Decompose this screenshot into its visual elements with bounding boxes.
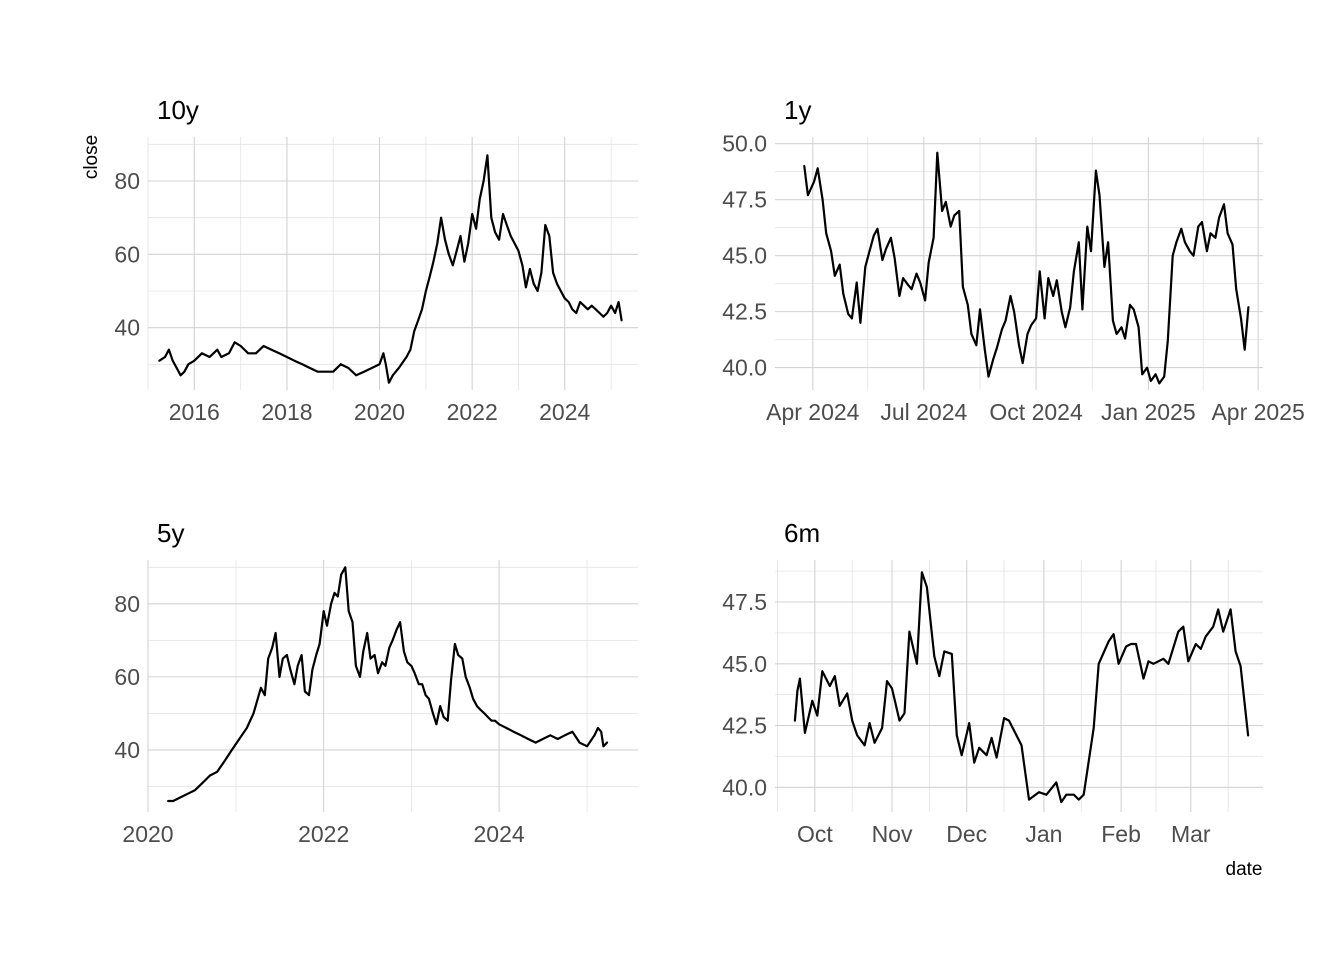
x-tick-label: Oct 2024 (989, 399, 1083, 425)
x-tick-label: 2022 (447, 399, 498, 425)
panel-5y: 40 60 80 2020 2022 2024 5y (114, 518, 638, 847)
y-tick-label: 40 (114, 315, 140, 341)
x-tick-label: Jan (1025, 821, 1062, 847)
y-tick-label: 40 (114, 737, 140, 763)
panel-6m: 40.0 42.5 45.0 47.5 Oct Nov Dec Jan Feb Mar 6m (722, 518, 1263, 847)
panel-10y: 40 60 80 2016 2018 2020 2022 2024 10y (114, 95, 638, 425)
y-tick-label: 50.0 (722, 131, 767, 157)
x-tick-label: Jul 2024 (880, 399, 967, 425)
x-tick-label: Feb (1101, 821, 1141, 847)
close-price-line (793, 571, 1250, 804)
close-price-line (158, 154, 623, 384)
y-tick-label: 60 (114, 664, 140, 690)
close-price-line (803, 151, 1250, 385)
x-axis-label: date (1226, 859, 1263, 880)
panel-title: 5y (157, 518, 184, 548)
x-tick-label: Dec (946, 821, 987, 847)
x-tick-label: Nov (872, 821, 913, 847)
x-tick-label: 2020 (122, 821, 173, 847)
y-tick-label: 80 (114, 168, 140, 194)
panel-title: 6m (784, 518, 820, 548)
x-tick-label: 2024 (539, 399, 590, 425)
y-tick-label: 42.5 (722, 299, 767, 325)
y-tick-label: 80 (114, 591, 140, 617)
x-tick-label: Apr 2024 (766, 399, 860, 425)
x-tick-label: 2018 (261, 399, 312, 425)
panel-title: 1y (784, 95, 811, 125)
y-tick-label: 45.0 (722, 243, 767, 269)
y-tick-label: 45.0 (722, 651, 767, 677)
x-tick-label: Oct (797, 821, 833, 847)
panel-title: 10y (157, 95, 199, 125)
x-tick-label: 2020 (354, 399, 405, 425)
y-tick-label: 47.5 (722, 589, 767, 615)
y-tick-label: 47.5 (722, 187, 767, 213)
y-tick-label: 60 (114, 241, 140, 267)
close-price-line (167, 566, 609, 803)
x-tick-label: 2016 (169, 399, 220, 425)
x-tick-label: Mar (1171, 821, 1211, 847)
x-tick-label: Apr 2025 (1211, 399, 1304, 425)
y-tick-label: 40.0 (722, 774, 767, 800)
y-tick-label: 40.0 (722, 355, 767, 381)
x-tick-label: 2024 (474, 821, 525, 847)
y-tick-label: 42.5 (722, 713, 767, 739)
panel-1y: 40.0 42.5 45.0 47.5 50.0 Apr 2024 Jul 2024 Oct … (722, 95, 1305, 425)
x-tick-label: 2022 (298, 821, 349, 847)
y-axis-label: close (81, 135, 102, 179)
x-tick-label: Jan 2025 (1101, 399, 1196, 425)
